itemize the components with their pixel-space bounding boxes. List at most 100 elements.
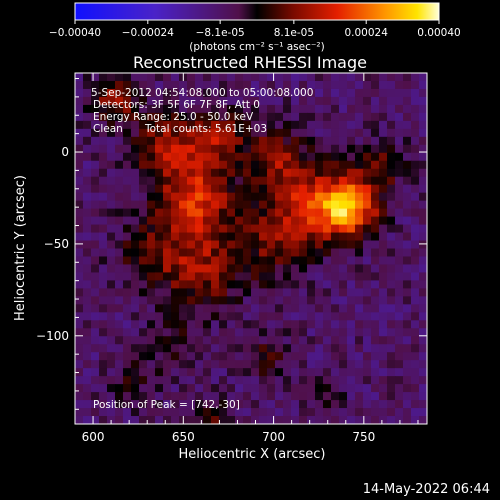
heatmap-cell	[75, 160, 84, 170]
heatmap-cell	[355, 280, 364, 289]
heatmap-cell	[347, 312, 356, 321]
heatmap-cell	[403, 152, 412, 162]
heatmap-cell	[355, 400, 364, 409]
heatmap-cell	[163, 240, 172, 250]
heatmap-cell	[147, 112, 156, 122]
heatmap-cell	[75, 264, 84, 274]
heatmap-cell	[387, 408, 396, 417]
heatmap-cell	[107, 176, 116, 186]
heatmap-cell	[283, 192, 292, 202]
heatmap-cell	[147, 296, 156, 305]
heatmap-cell	[107, 320, 116, 329]
heatmap-cell	[211, 280, 220, 289]
heatmap-cell	[203, 232, 212, 242]
heatmap-cell	[131, 88, 140, 98]
heatmap-cell	[203, 256, 212, 266]
heatmap-cell	[123, 88, 132, 98]
heatmap-cell	[115, 312, 124, 321]
heatmap-cell	[323, 272, 332, 282]
heatmap-cell	[123, 144, 132, 154]
heatmap-cell	[139, 152, 148, 162]
heatmap-cell	[123, 200, 132, 210]
heatmap-cell	[291, 368, 300, 377]
heatmap-cell	[227, 73, 236, 82]
heatmap-cell	[379, 80, 388, 90]
heatmap-cell	[387, 73, 396, 82]
heatmap-cell	[283, 264, 292, 274]
heatmap-cell	[363, 288, 372, 297]
heatmap-cell	[107, 168, 116, 178]
heatmap-cell	[211, 208, 220, 218]
heatmap-cell	[203, 368, 212, 377]
heatmap-cell	[139, 232, 148, 242]
heatmap-cell	[307, 176, 316, 186]
heatmap-cell	[395, 384, 404, 393]
heatmap-cell	[331, 248, 340, 258]
heatmap-cell	[419, 408, 427, 417]
heatmap-cell	[235, 256, 244, 266]
heatmap-cell	[291, 80, 300, 90]
heatmap-cell	[291, 144, 300, 154]
heatmap-cell	[267, 408, 276, 417]
heatmap-cell	[419, 80, 427, 90]
heatmap-cell	[331, 360, 340, 369]
heatmap-cell	[219, 128, 228, 138]
heatmap-cell	[187, 360, 196, 369]
heatmap-cell	[419, 96, 427, 106]
heatmap-cell	[299, 224, 308, 234]
heatmap-cell	[355, 352, 364, 361]
heatmap-cell	[395, 408, 404, 417]
heatmap-cell	[299, 120, 308, 130]
heatmap-cell	[275, 376, 284, 385]
heatmap-cell	[115, 360, 124, 369]
heatmap-cell	[235, 88, 244, 98]
heatmap-cell	[83, 73, 92, 82]
heatmap-cell	[203, 288, 212, 297]
heatmap-cell	[195, 80, 204, 90]
heatmap-cell	[339, 73, 348, 82]
heatmap-cell	[99, 136, 108, 146]
heatmap-cell	[243, 73, 252, 82]
heatmap-cell	[203, 312, 212, 321]
heatmap-cell	[403, 400, 412, 409]
heatmap-cell	[155, 128, 164, 138]
heatmap-cell	[371, 368, 380, 377]
heatmap-cell	[275, 184, 284, 194]
heatmap-cell	[299, 280, 308, 289]
heatmap-cell	[419, 328, 427, 337]
heatmap-cell	[179, 192, 188, 202]
heatmap-cell	[219, 264, 228, 274]
heatmap-cell	[291, 352, 300, 361]
heatmap-cell	[275, 232, 284, 242]
heatmap-cell	[259, 264, 268, 274]
heatmap-cell	[147, 176, 156, 186]
heatmap-cell	[315, 368, 324, 377]
heatmap-cell	[219, 384, 228, 393]
heatmap-cell	[179, 408, 188, 417]
heatmap-cell	[155, 296, 164, 305]
heatmap-cell	[331, 240, 340, 250]
heatmap-cell	[243, 288, 252, 297]
heatmap-cell	[411, 408, 420, 417]
heatmap-cell	[99, 80, 108, 90]
heatmap-cell	[219, 144, 228, 154]
heatmap-cell	[395, 320, 404, 329]
heatmap-cell	[363, 336, 372, 345]
heatmap-cell	[155, 248, 164, 258]
heatmap-cell	[75, 176, 84, 186]
heatmap-cell	[331, 256, 340, 266]
heatmap-cell	[259, 216, 268, 226]
heatmap-cell	[299, 216, 308, 226]
heatmap-cell	[171, 400, 180, 409]
heatmap-cell	[83, 296, 92, 305]
heatmap-cell	[139, 192, 148, 202]
heatmap-cell	[355, 328, 364, 337]
heatmap-cell	[315, 144, 324, 154]
heatmap-cell	[403, 352, 412, 361]
heatmap-cell	[267, 312, 276, 321]
heatmap-cell	[147, 200, 156, 210]
heatmap-cell	[107, 312, 116, 321]
heatmap-cell	[163, 288, 172, 297]
heatmap-cell	[403, 232, 412, 242]
heatmap-cell	[387, 208, 396, 218]
